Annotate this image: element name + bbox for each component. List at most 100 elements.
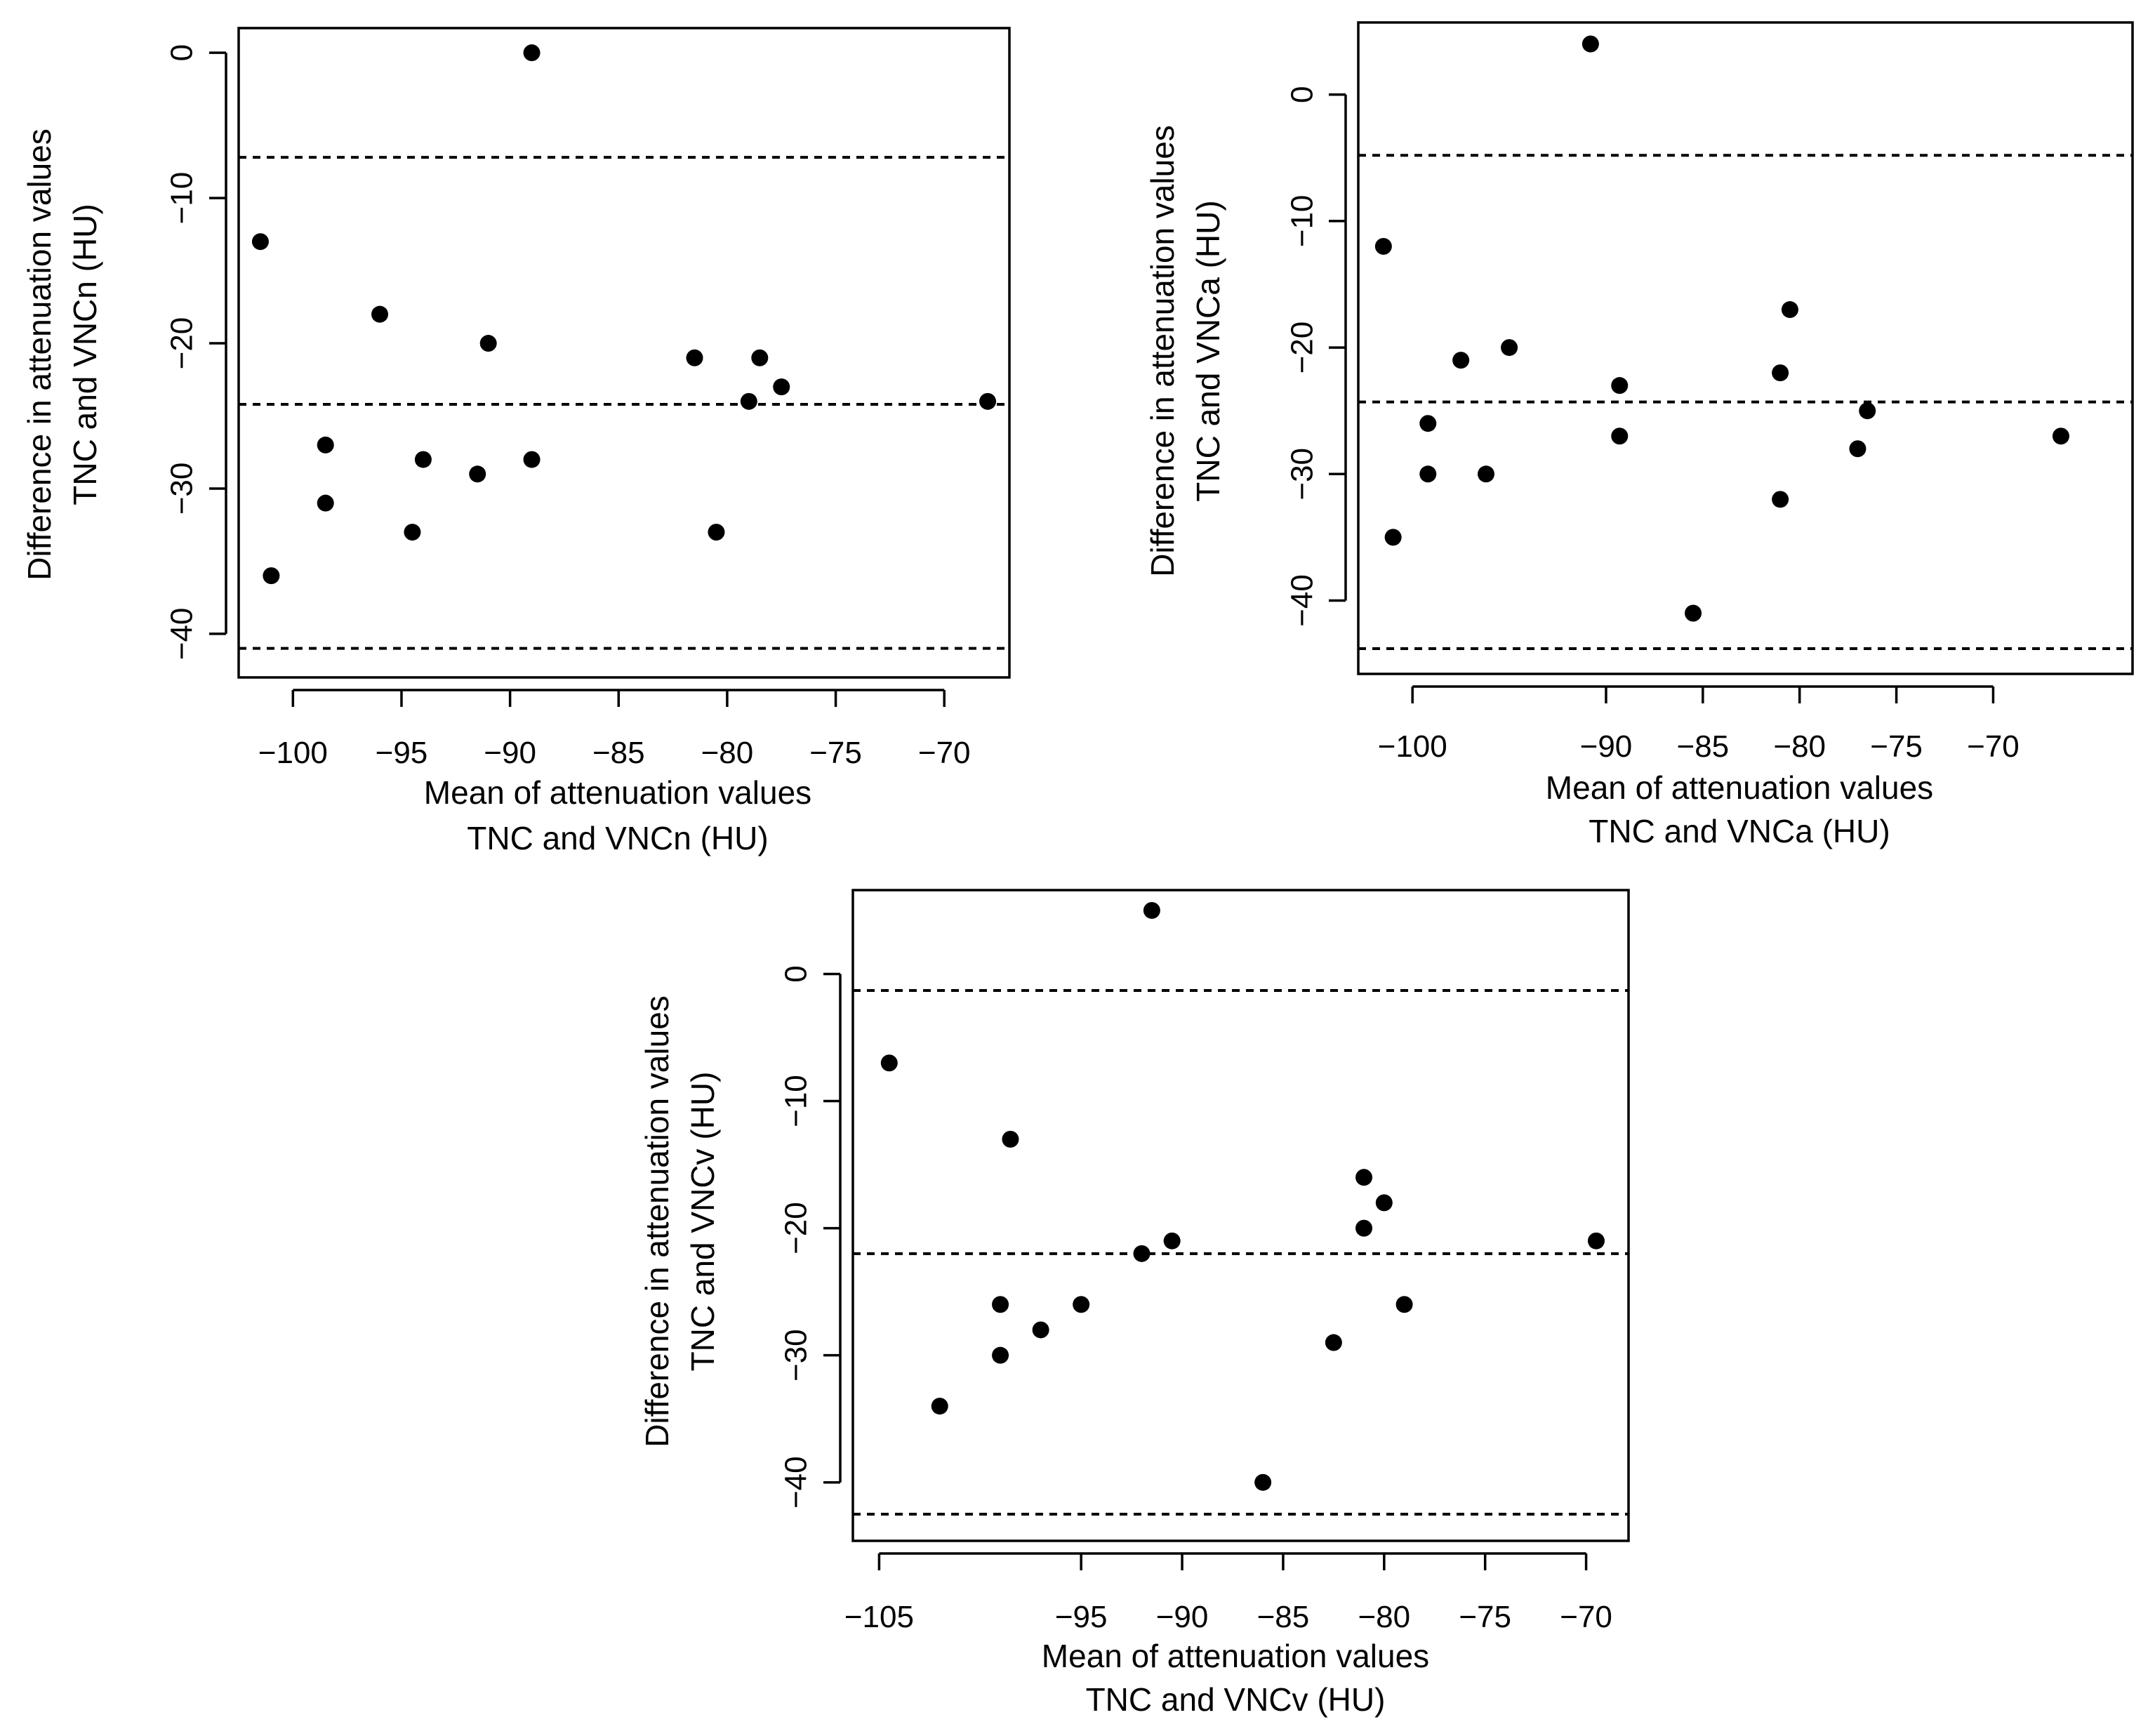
x-tick-label: −90 (1580, 729, 1633, 764)
data-point (469, 465, 486, 483)
data-point (1133, 1245, 1151, 1262)
x-tick-label: −85 (1257, 1600, 1310, 1634)
data-point (1002, 1130, 1019, 1148)
data-point (263, 567, 280, 585)
x-axis-title-line2: TNC and VNCa (HU) (1589, 813, 1890, 849)
y-tick-label: −10 (165, 172, 199, 225)
x-axis-title-line1: Mean of attenuation values (1546, 769, 1933, 806)
y-axis-title-line2: TNC and VNCa (HU) (1190, 200, 1226, 501)
plot-frame (237, 27, 1011, 679)
plot-frame (851, 889, 1630, 1542)
data-point (751, 349, 769, 366)
y-tick-label: −30 (1285, 448, 1320, 501)
y-axis-title-line1: Difference in attenuation values (639, 995, 675, 1447)
data-point (1355, 1169, 1373, 1186)
x-tick-label: −100 (1378, 729, 1447, 764)
x-axis-title-line2: TNC and VNCn (HU) (467, 820, 768, 856)
data-point (1073, 1296, 1090, 1313)
data-point (1254, 1473, 1272, 1491)
y-tick-label: 0 (165, 44, 199, 61)
y-tick-label: −40 (165, 608, 199, 661)
data-point (414, 451, 432, 468)
x-axis-title-line1: Mean of attenuation values (1042, 1638, 1429, 1674)
x-axis-title-line2: TNC and VNCv (HU) (1086, 1681, 1386, 1718)
x-tick-label: −100 (258, 736, 328, 770)
data-point (1375, 1194, 1393, 1212)
data-point (1355, 1219, 1373, 1237)
data-point (1772, 491, 1789, 508)
x-tick-label: −75 (809, 736, 862, 770)
data-point (931, 1398, 948, 1415)
data-point (880, 1054, 898, 1072)
x-tick-label: −75 (1870, 729, 1923, 764)
data-point (708, 524, 725, 541)
data-point (251, 233, 269, 251)
y-axis-title-line2: TNC and VNCn (HU) (67, 204, 103, 505)
data-point (1501, 339, 1518, 357)
data-point (1685, 604, 1702, 622)
x-tick-label: −95 (1055, 1600, 1108, 1634)
data-point (1781, 301, 1798, 319)
data-point (317, 436, 334, 453)
x-tick-label: −70 (918, 736, 971, 770)
y-axis-title-line1: Difference in attenuation values (1144, 125, 1181, 577)
x-tick-label: −80 (1358, 1600, 1410, 1634)
x-tick-label: −80 (701, 736, 754, 770)
y-tick-label: −30 (165, 463, 199, 515)
y-tick-label: −40 (1285, 574, 1320, 627)
x-tick-label: −70 (1560, 1600, 1612, 1634)
data-point (1374, 237, 1392, 255)
data-point (1452, 352, 1470, 369)
data-point (1395, 1296, 1413, 1313)
data-point (1772, 364, 1789, 382)
data-point (1384, 529, 1402, 546)
data-point (404, 524, 421, 541)
data-point (371, 305, 389, 323)
y-tick-label: −30 (779, 1329, 814, 1381)
x-tick-label: −80 (1773, 729, 1826, 764)
y-axis-title-line1: Difference in attenuation values (21, 128, 58, 581)
x-tick-label: −85 (1677, 729, 1730, 764)
data-point (740, 392, 757, 410)
y-axis-title-line2: TNC and VNCv (HU) (684, 1072, 721, 1372)
x-tick-label: −105 (844, 1600, 914, 1634)
x-axis-title-line1: Mean of attenuation values (424, 774, 811, 811)
data-point (773, 378, 790, 396)
x-tick-label: −75 (1459, 1600, 1511, 1634)
y-tick-label: −20 (1285, 322, 1320, 374)
data-point (2052, 428, 2069, 445)
data-point (1849, 440, 1866, 458)
data-point (1163, 1232, 1181, 1250)
x-tick-label: −90 (1156, 1600, 1209, 1634)
y-tick-label: −10 (1285, 195, 1320, 248)
data-point (1859, 402, 1876, 420)
data-point (1582, 35, 1599, 53)
data-point (1032, 1321, 1049, 1339)
x-tick-label: −85 (592, 736, 645, 770)
data-point (1419, 465, 1437, 483)
chart-tnc-vncn: −100 −95 −90 −85 −80 −75 −70 0 −10 −20 −30 −40 Mean … (21, 27, 1011, 856)
data-point (1419, 415, 1437, 432)
data-point (479, 335, 497, 352)
data-point (523, 44, 541, 62)
data-point (992, 1346, 1009, 1364)
y-tick-label: −20 (165, 317, 199, 370)
x-tick-label: −70 (1967, 729, 2020, 764)
y-tick-label: 0 (1285, 86, 1320, 102)
data-point (1587, 1232, 1605, 1250)
data-point (1325, 1334, 1342, 1351)
data-point (1477, 465, 1494, 483)
chart-tnc-vncv: −105 −95 −90 −85 −80 −75 −70 0 −10 −20 −30 −40 Mean … (639, 889, 1630, 1718)
data-point (1611, 377, 1629, 395)
data-point (1143, 901, 1160, 919)
data-point (686, 349, 703, 366)
x-tick-label: −90 (484, 736, 536, 770)
data-point (1611, 428, 1629, 445)
y-tick-label: −40 (779, 1456, 814, 1509)
x-tick-label: −95 (376, 736, 428, 770)
y-tick-label: −20 (779, 1202, 814, 1254)
data-point (317, 494, 334, 512)
y-tick-label: 0 (779, 965, 814, 982)
chart-tnc-vnca: −100 −90 −85 −80 −75 −70 0 −10 −20 −30 −40 Mean of … (1144, 21, 2134, 849)
